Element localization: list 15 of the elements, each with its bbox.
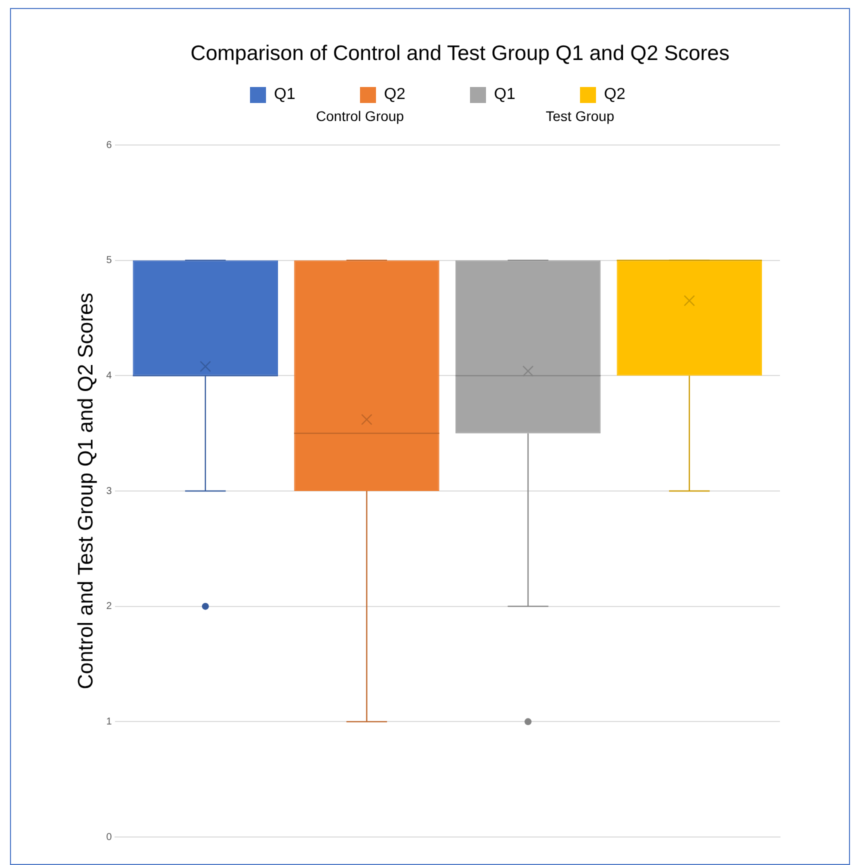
text: Control Group xyxy=(315,108,405,124)
y-tick-label: 0 xyxy=(106,832,112,843)
y-tick-label: 6 xyxy=(106,140,112,151)
y-tick-label: 5 xyxy=(106,255,112,266)
legend-label: Q1 xyxy=(274,86,296,104)
y-tick-label: 1 xyxy=(106,716,112,728)
chart-title: Comparison of Control and Test Group Q1 and Q2 Scores xyxy=(190,42,730,66)
y-axis-title: Control and Test Group Q1 and Q2 Scores xyxy=(74,292,98,690)
text: Test Group xyxy=(544,108,616,124)
y-tick-label: 2 xyxy=(106,601,112,612)
legend-label: Q1 xyxy=(494,86,516,104)
y-tick-label: 4 xyxy=(106,370,112,382)
legend-label: Q2 xyxy=(604,86,626,104)
y-tick-label: 3 xyxy=(106,486,112,497)
legend-label: Q2 xyxy=(384,86,406,104)
